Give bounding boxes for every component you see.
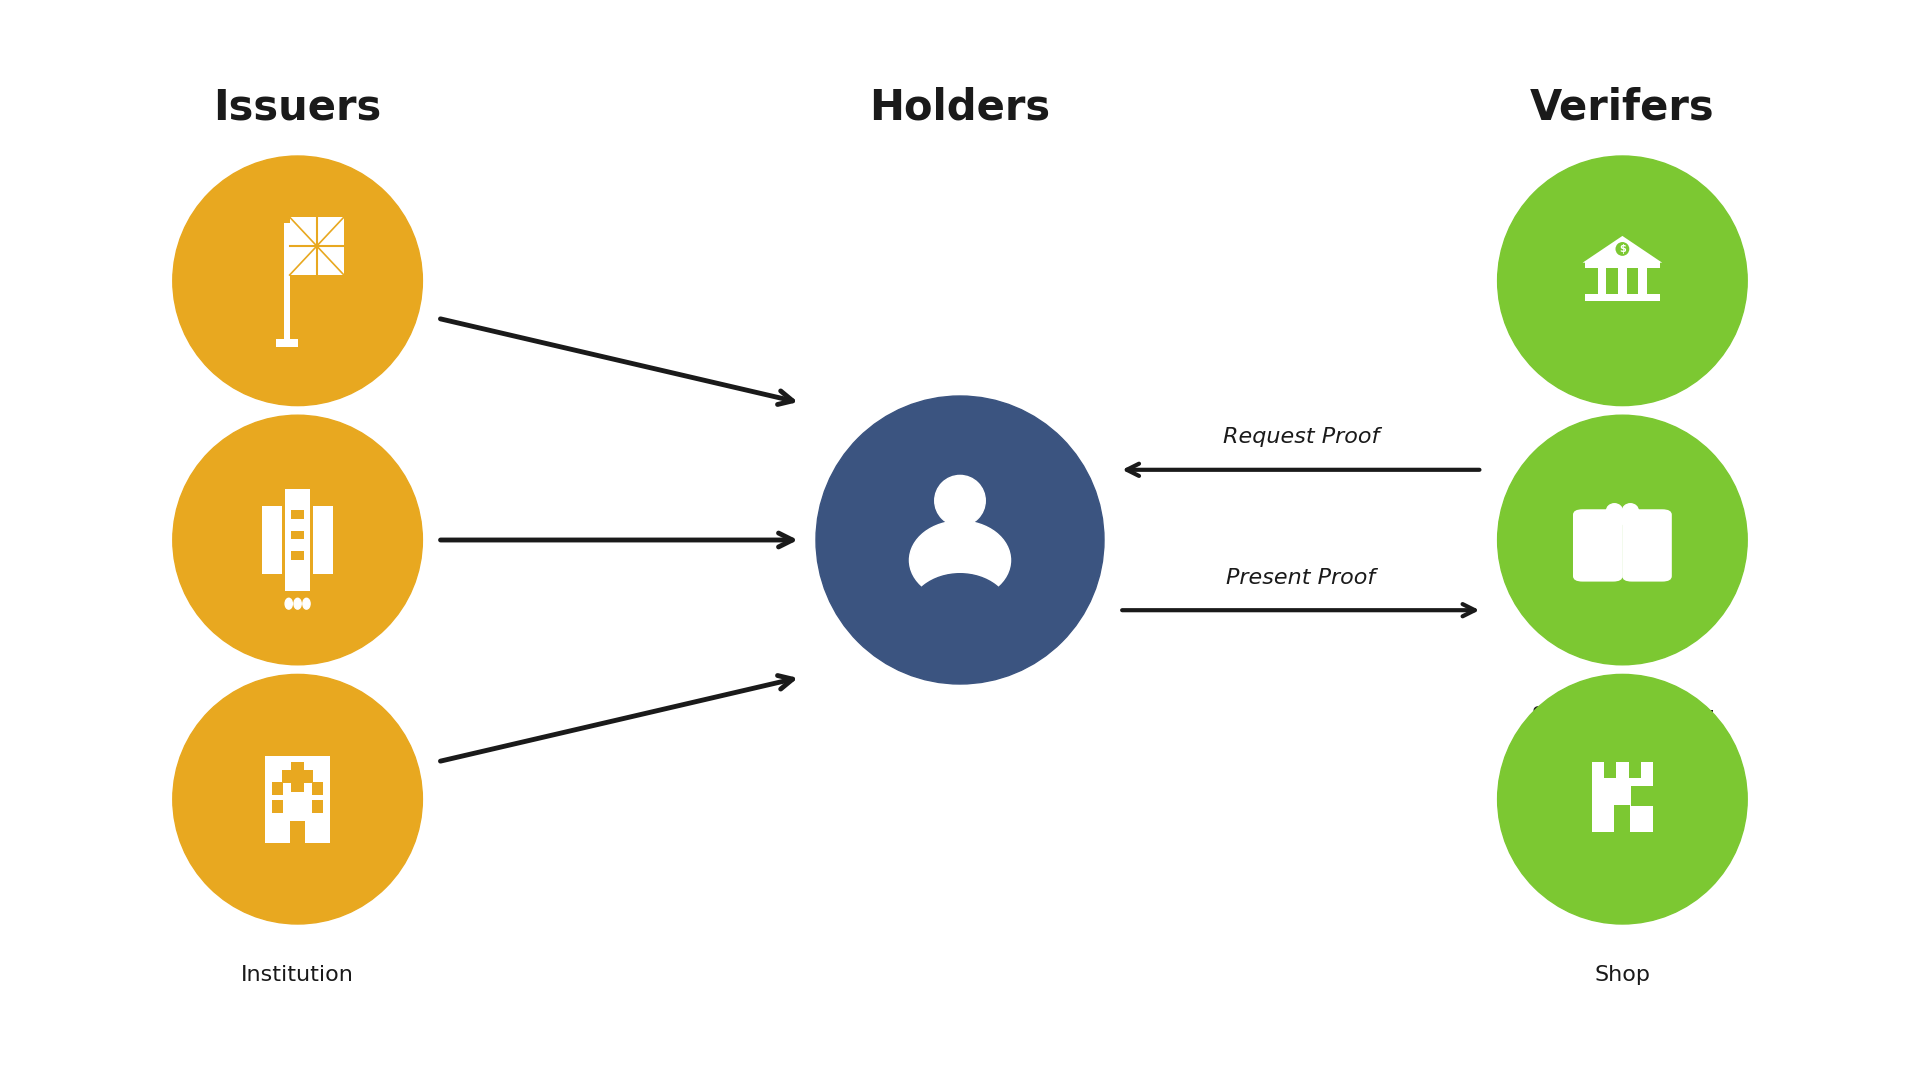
Ellipse shape [284,598,292,609]
Ellipse shape [1615,241,1630,257]
FancyBboxPatch shape [276,339,298,348]
FancyBboxPatch shape [1615,805,1630,832]
Text: Bank: Bank [1594,447,1651,467]
Text: Issuers: Issuers [213,87,382,129]
FancyBboxPatch shape [1592,761,1603,778]
FancyBboxPatch shape [296,511,300,519]
FancyBboxPatch shape [1622,510,1672,582]
FancyBboxPatch shape [290,821,305,842]
FancyBboxPatch shape [265,756,330,842]
Ellipse shape [294,598,301,609]
Ellipse shape [173,674,422,924]
FancyBboxPatch shape [1617,761,1628,778]
FancyBboxPatch shape [290,530,296,539]
FancyBboxPatch shape [296,551,300,559]
FancyBboxPatch shape [1584,294,1661,301]
FancyBboxPatch shape [273,800,282,813]
FancyBboxPatch shape [300,551,305,559]
FancyBboxPatch shape [284,489,311,591]
Ellipse shape [1498,156,1747,406]
Ellipse shape [910,573,1010,652]
FancyBboxPatch shape [1632,786,1659,807]
Text: Verifers: Verifers [1530,87,1715,129]
FancyBboxPatch shape [290,217,344,275]
FancyBboxPatch shape [292,761,303,792]
Ellipse shape [303,598,311,609]
FancyBboxPatch shape [1584,260,1661,268]
Ellipse shape [816,396,1104,684]
FancyBboxPatch shape [1603,761,1617,778]
FancyBboxPatch shape [273,782,282,795]
FancyBboxPatch shape [1597,267,1607,295]
Polygon shape [1607,511,1638,525]
FancyBboxPatch shape [261,505,282,575]
FancyBboxPatch shape [1642,761,1653,778]
FancyBboxPatch shape [296,530,300,539]
Polygon shape [1582,235,1663,262]
FancyBboxPatch shape [300,511,305,519]
Ellipse shape [173,415,422,665]
Text: Holders: Holders [870,87,1050,129]
Text: Government: Government [228,447,367,467]
FancyBboxPatch shape [1592,778,1653,832]
FancyBboxPatch shape [313,782,323,795]
Ellipse shape [910,521,1010,599]
Text: Institution: Institution [242,966,353,985]
FancyBboxPatch shape [313,505,334,575]
Ellipse shape [1622,503,1638,518]
Text: Present Proof: Present Proof [1227,568,1375,588]
Ellipse shape [1607,503,1622,518]
Text: $: $ [1619,244,1626,254]
FancyBboxPatch shape [313,800,323,813]
FancyBboxPatch shape [284,222,290,339]
FancyBboxPatch shape [290,551,296,559]
Ellipse shape [935,475,985,526]
FancyBboxPatch shape [282,770,313,783]
FancyBboxPatch shape [1572,510,1622,582]
Text: Request Proof: Request Proof [1223,428,1379,447]
FancyBboxPatch shape [290,511,296,519]
FancyBboxPatch shape [300,530,305,539]
Text: Organization: Organization [227,706,369,726]
Text: Service Provider: Service Provider [1532,706,1713,726]
Ellipse shape [173,156,422,406]
Text: Shop: Shop [1594,966,1651,985]
Ellipse shape [1498,415,1747,665]
Ellipse shape [1498,674,1747,924]
FancyBboxPatch shape [1638,267,1647,295]
FancyBboxPatch shape [1628,761,1642,778]
FancyBboxPatch shape [1619,267,1626,295]
